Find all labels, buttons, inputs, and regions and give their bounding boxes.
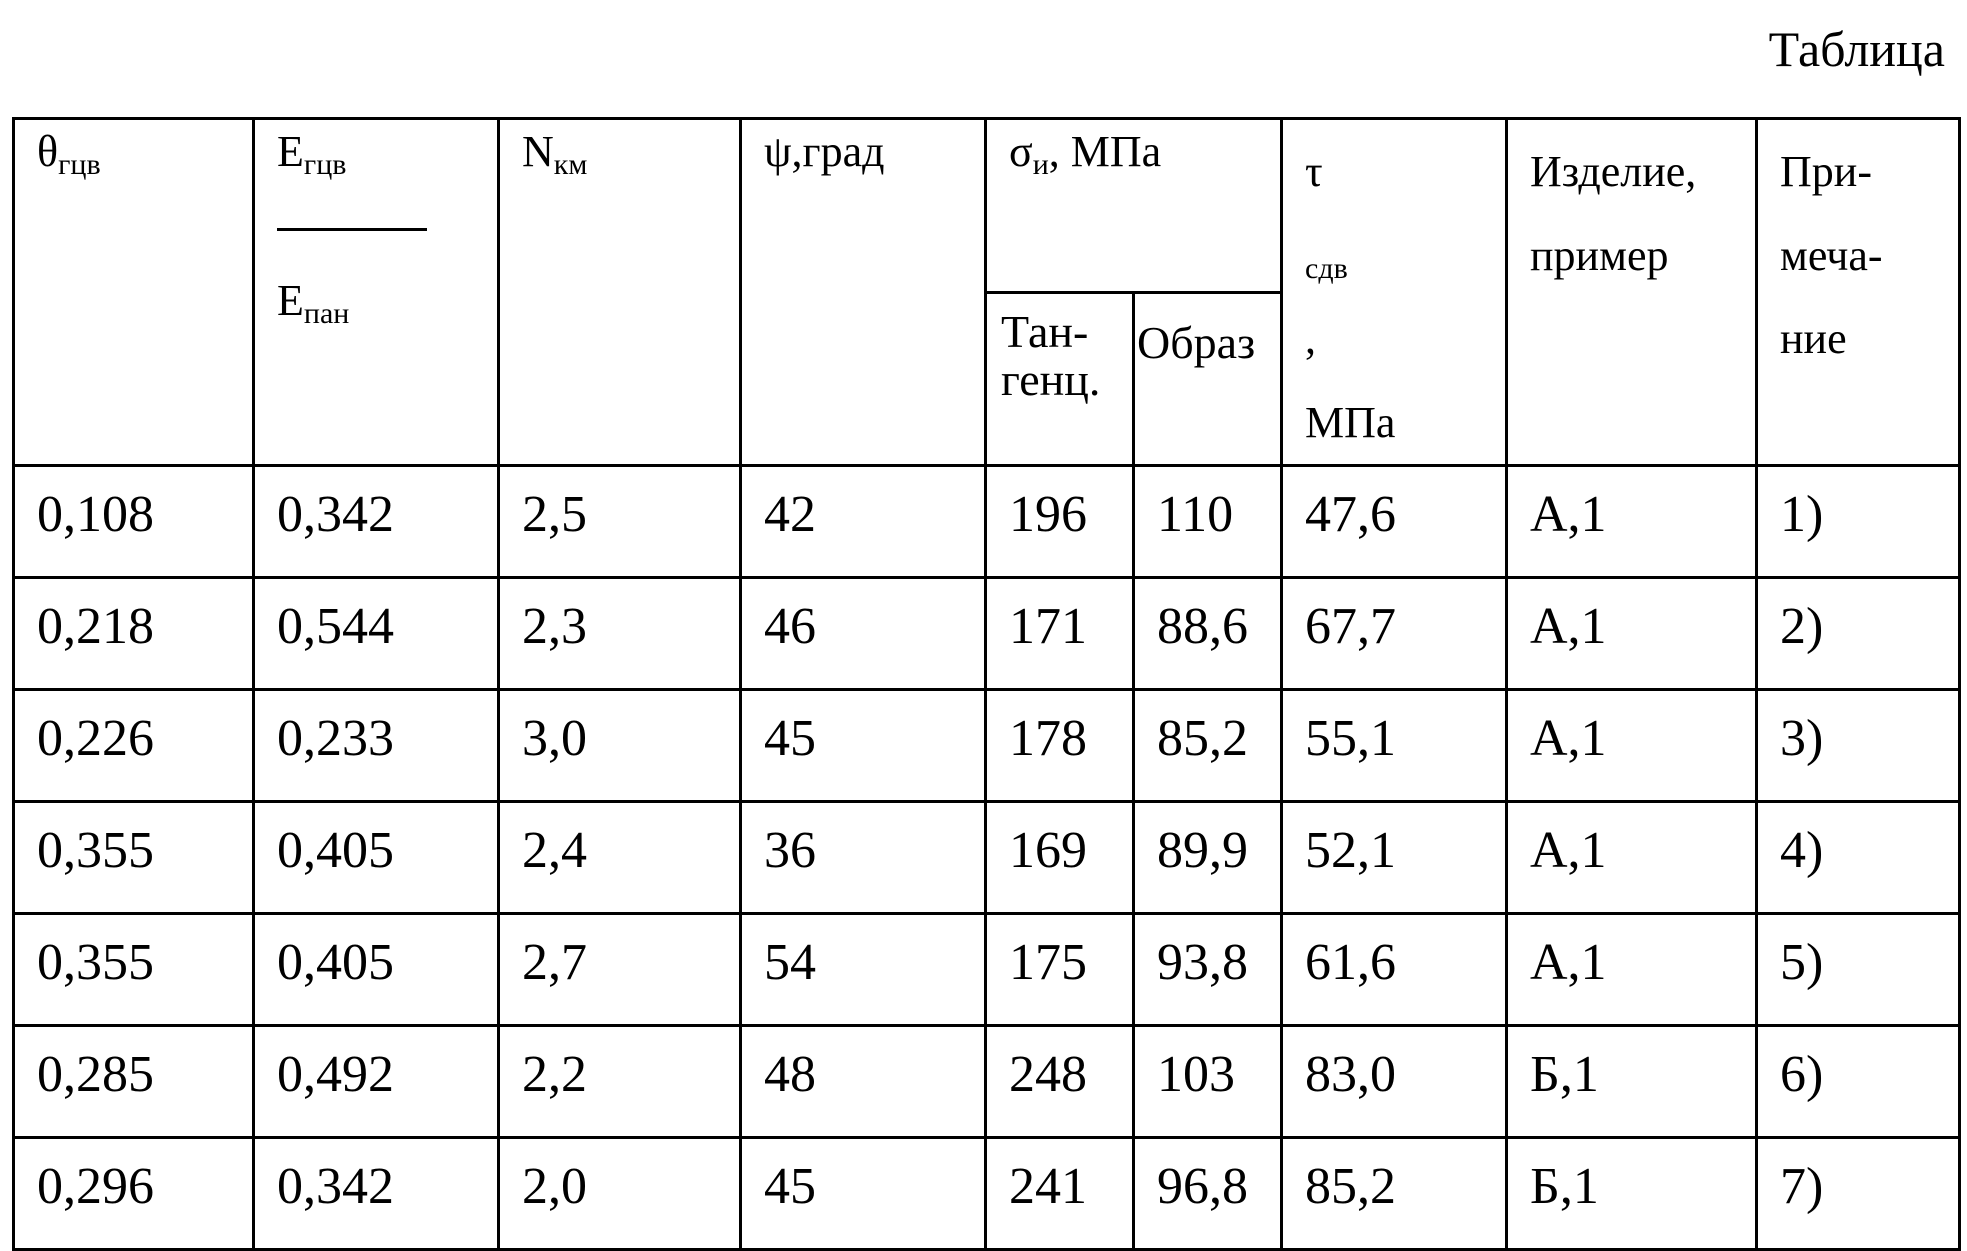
fraction-bar: [277, 228, 427, 231]
cell-sigma-sample: 93,8: [1134, 914, 1282, 1026]
cell-sigma-sample: 85,2: [1134, 690, 1282, 802]
cell-product: А,1: [1507, 578, 1757, 690]
cell-note: 7): [1757, 1138, 1960, 1250]
cell-e-ratio: 0,342: [254, 466, 499, 578]
cell-psi: 45: [741, 690, 986, 802]
cell-psi: 48: [741, 1026, 986, 1138]
cell-sigma-sample: 103: [1134, 1026, 1282, 1138]
cell-sigma-tangential: 196: [986, 466, 1134, 578]
header-theta: θгцв: [14, 119, 254, 466]
cell-e-ratio: 0,405: [254, 914, 499, 1026]
cell-n-km: 2,3: [499, 578, 741, 690]
cell-theta: 0,355: [14, 802, 254, 914]
header-sigma-tangential: Тан- генц.: [986, 292, 1134, 466]
header-e-ratio: Eгцв Eпан: [254, 119, 499, 466]
cell-sigma-tangential: 175: [986, 914, 1134, 1026]
table-row: 0,226 0,233 3,0 45 178 85,2 55,1 А,1 3): [14, 690, 1960, 802]
cell-theta: 0,218: [14, 578, 254, 690]
header-psi: ψ,град: [741, 119, 986, 466]
cell-e-ratio: 0,342: [254, 1138, 499, 1250]
cell-n-km: 2,4: [499, 802, 741, 914]
cell-tau: 83,0: [1282, 1026, 1507, 1138]
cell-e-ratio: 0,544: [254, 578, 499, 690]
cell-theta: 0,355: [14, 914, 254, 1026]
cell-n-km: 3,0: [499, 690, 741, 802]
cell-note: 6): [1757, 1026, 1960, 1138]
cell-sigma-tangential: 241: [986, 1138, 1134, 1250]
cell-n-km: 2,2: [499, 1026, 741, 1138]
cell-sigma-sample: 89,9: [1134, 802, 1282, 914]
cell-sigma-tangential: 178: [986, 690, 1134, 802]
cell-theta: 0,296: [14, 1138, 254, 1250]
cell-sigma-sample: 96,8: [1134, 1138, 1282, 1250]
cell-note: 1): [1757, 466, 1960, 578]
cell-product: А,1: [1507, 690, 1757, 802]
table-caption: Таблица: [1769, 22, 1945, 77]
cell-sigma-tangential: 248: [986, 1026, 1134, 1138]
cell-tau: 85,2: [1282, 1138, 1507, 1250]
cell-note: 5): [1757, 914, 1960, 1026]
cell-sigma-sample: 110: [1134, 466, 1282, 578]
cell-sigma-tangential: 171: [986, 578, 1134, 690]
table-row: 0,218 0,544 2,3 46 171 88,6 67,7 А,1 2): [14, 578, 1960, 690]
data-table: θгцв Eгцв Eпан Nкм ψ,град σи, МПа τсдв, …: [12, 117, 1961, 1251]
cell-note: 2): [1757, 578, 1960, 690]
cell-tau: 52,1: [1282, 802, 1507, 914]
cell-n-km: 2,5: [499, 466, 741, 578]
cell-sigma-sample: 88,6: [1134, 578, 1282, 690]
cell-psi: 54: [741, 914, 986, 1026]
header-sigma-sample: Образ: [1134, 292, 1282, 466]
cell-note: 4): [1757, 802, 1960, 914]
cell-sigma-tangential: 169: [986, 802, 1134, 914]
cell-psi: 45: [741, 1138, 986, 1250]
cell-theta: 0,285: [14, 1026, 254, 1138]
header-sigma: σи, МПа: [986, 119, 1282, 293]
cell-n-km: 2,0: [499, 1138, 741, 1250]
cell-note: 3): [1757, 690, 1960, 802]
cell-product: А,1: [1507, 914, 1757, 1026]
cell-tau: 55,1: [1282, 690, 1507, 802]
header-n-km: Nкм: [499, 119, 741, 466]
cell-psi: 42: [741, 466, 986, 578]
table-row: 0,285 0,492 2,2 48 248 103 83,0 Б,1 6): [14, 1026, 1960, 1138]
cell-tau: 67,7: [1282, 578, 1507, 690]
table-row: 0,355 0,405 2,7 54 175 93,8 61,6 А,1 5): [14, 914, 1960, 1026]
cell-theta: 0,226: [14, 690, 254, 802]
table-row: 0,355 0,405 2,4 36 169 89,9 52,1 А,1 4): [14, 802, 1960, 914]
table-row: 0,296 0,342 2,0 45 241 96,8 85,2 Б,1 7): [14, 1138, 1960, 1250]
cell-e-ratio: 0,405: [254, 802, 499, 914]
header-product: Изделие, пример: [1507, 119, 1757, 466]
cell-product: А,1: [1507, 802, 1757, 914]
cell-product: Б,1: [1507, 1138, 1757, 1250]
cell-psi: 36: [741, 802, 986, 914]
header-note: При- меча- ние: [1757, 119, 1960, 466]
cell-tau: 47,6: [1282, 466, 1507, 578]
cell-psi: 46: [741, 578, 986, 690]
cell-product: Б,1: [1507, 1026, 1757, 1138]
header-tau: τсдв, МПа: [1282, 119, 1507, 466]
cell-n-km: 2,7: [499, 914, 741, 1026]
cell-theta: 0,108: [14, 466, 254, 578]
cell-product: А,1: [1507, 466, 1757, 578]
table-row: 0,108 0,342 2,5 42 196 110 47,6 А,1 1): [14, 466, 1960, 578]
cell-e-ratio: 0,233: [254, 690, 499, 802]
cell-e-ratio: 0,492: [254, 1026, 499, 1138]
cell-tau: 61,6: [1282, 914, 1507, 1026]
